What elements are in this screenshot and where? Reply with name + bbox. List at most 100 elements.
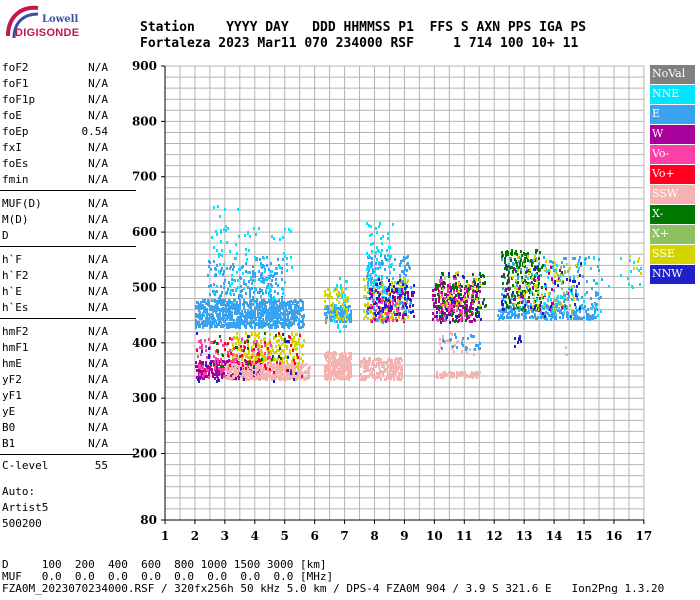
echo-point-sse	[238, 343, 240, 346]
echo-point-e	[327, 305, 329, 308]
echo-point-e	[256, 305, 258, 308]
echo-point-e	[399, 301, 401, 304]
echo-point-sse	[457, 271, 459, 274]
echo-point-ssw	[453, 350, 455, 353]
echo-point-e	[329, 317, 331, 320]
echo-point-ssw	[472, 375, 474, 378]
header-labels: Station YYYY DAY DDD HHMMSS P1 FFS S AXN…	[140, 20, 587, 35]
echo-point-ssw	[360, 378, 362, 381]
echo-point-vo	[254, 363, 256, 366]
echo-point-e	[231, 311, 233, 314]
echo-point-ssw	[227, 364, 229, 367]
echo-point-e	[326, 315, 328, 318]
echo-point-nnw	[455, 315, 457, 318]
echo-point-e	[381, 263, 383, 266]
echo-point-vo	[240, 345, 242, 348]
echo-point-nnw	[293, 378, 295, 381]
echo-point-ssw	[360, 373, 362, 376]
echo-point-sse	[442, 304, 444, 307]
echo-point-nne	[284, 228, 286, 231]
echo-point-w	[467, 309, 469, 312]
echo-point-ssw	[305, 363, 307, 366]
echo-point-e	[553, 269, 555, 272]
echo-point-e	[243, 302, 245, 305]
echo-point-w	[388, 306, 390, 309]
echo-point-nne	[225, 229, 227, 232]
param-name: yF1	[2, 389, 22, 402]
echo-point-ssw	[274, 377, 276, 380]
echo-point-e	[254, 326, 256, 329]
echo-point-x	[465, 285, 467, 288]
echo-point-sse	[237, 339, 239, 342]
echo-point-x	[442, 299, 444, 302]
echo-point-sse	[251, 346, 253, 349]
echo-point-nne	[286, 257, 288, 260]
echo-point-nne	[227, 227, 229, 230]
echo-point-nne	[375, 281, 377, 284]
echo-point-e	[228, 322, 230, 325]
echo-point-x	[516, 264, 518, 267]
echo-point-nnw	[278, 355, 280, 358]
echo-point-ssw	[307, 367, 309, 370]
param-name: fxI	[2, 141, 22, 154]
echo-point-w	[440, 282, 442, 285]
echo-point-e	[249, 311, 251, 314]
echo-point-nnw	[240, 367, 242, 370]
echo-point-vo	[381, 299, 383, 302]
echo-point-sse	[332, 304, 334, 307]
echo-point-x	[511, 252, 513, 255]
echo-point-x	[459, 314, 461, 317]
echo-point-sse	[258, 336, 260, 339]
echo-point-e	[249, 289, 251, 292]
echo-point-e	[229, 307, 231, 310]
echo-point-ssw	[238, 368, 240, 371]
echo-point-e	[373, 291, 375, 294]
echo-point-ssw	[266, 378, 268, 381]
echo-point-e	[224, 279, 226, 282]
echo-point-vo	[202, 367, 204, 370]
echo-point-sse	[391, 281, 393, 284]
echo-point-e	[594, 302, 596, 305]
echo-point-e	[270, 262, 272, 265]
echo-point-nnw	[396, 313, 398, 316]
echo-point-e	[526, 286, 528, 289]
echo-point-sse	[345, 297, 347, 300]
echo-point-w	[201, 361, 203, 364]
echo-point-ssw	[340, 370, 342, 373]
echo-point-ssw	[349, 356, 351, 359]
echo-point-e	[286, 323, 288, 326]
echo-point-ssw	[348, 374, 350, 377]
echo-point-vo	[208, 376, 210, 379]
echo-point-ssw	[393, 367, 395, 370]
echo-point-ssw	[384, 378, 386, 381]
echo-point-ssw	[368, 359, 370, 362]
echo-point-e	[250, 301, 252, 304]
echo-point-e	[371, 257, 373, 260]
echo-point-nnw	[412, 310, 414, 313]
echo-point-e	[283, 313, 285, 316]
echo-point-x	[448, 275, 450, 278]
echo-point-sse	[380, 279, 382, 282]
param-value: N/A	[88, 301, 108, 314]
echo-point-sse	[251, 354, 253, 357]
echo-point-vo	[217, 352, 219, 355]
echo-point-e	[325, 317, 327, 320]
echo-point-nne	[335, 304, 337, 307]
echo-point-e	[268, 312, 270, 315]
echo-point-ssw	[377, 376, 379, 379]
echo-point-nne	[220, 231, 222, 234]
echo-point-x	[517, 281, 519, 284]
echo-point-vo	[459, 311, 461, 314]
echo-point-e	[202, 312, 204, 315]
echo-point-x	[508, 277, 510, 280]
echo-point-e	[218, 308, 220, 311]
echo-point-vo	[290, 369, 292, 372]
echo-point-ssw	[383, 366, 385, 369]
echo-point-e	[212, 320, 214, 323]
echo-point-vo	[264, 344, 266, 347]
echo-point-e	[249, 287, 251, 290]
echo-point-nne	[286, 269, 288, 272]
echo-point-e	[254, 287, 256, 290]
echo-point-nne	[339, 277, 341, 280]
echo-point-e	[408, 310, 410, 313]
